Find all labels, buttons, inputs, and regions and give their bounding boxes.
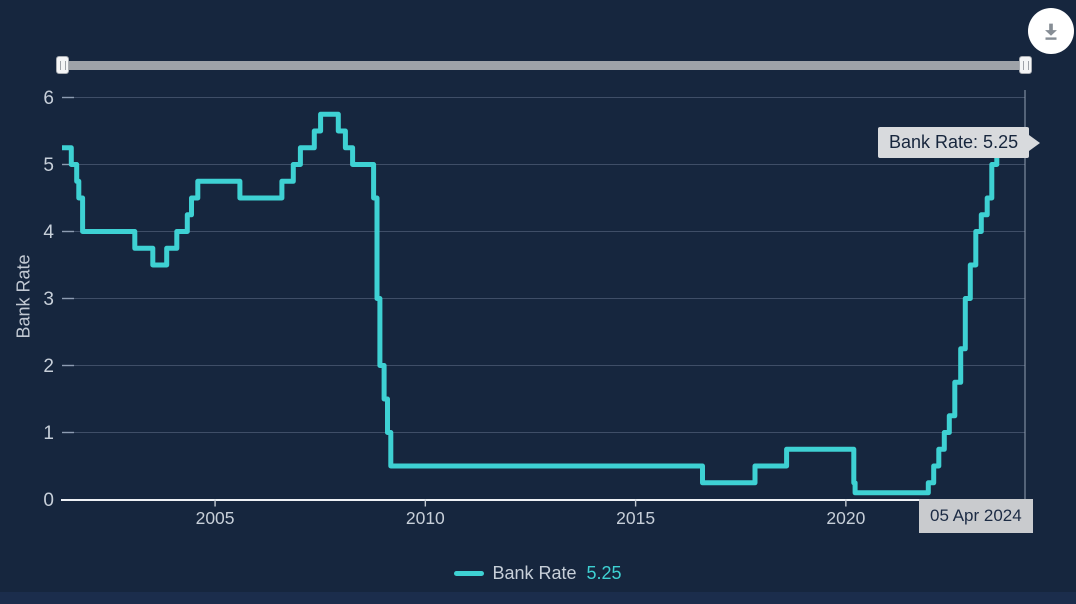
svg-text:3: 3 [43, 289, 54, 310]
download-button[interactable] [1028, 8, 1074, 54]
crosshair-date-label: 05 Apr 2024 [919, 499, 1033, 533]
slider-grip-icon [1022, 60, 1029, 70]
legend-item-bank-rate[interactable]: Bank Rate 5.25 [0, 563, 1076, 584]
y-axis-labels: 0 1 2 3 4 5 6 [43, 88, 54, 511]
svg-text:2015: 2015 [616, 508, 655, 528]
svg-text:5: 5 [43, 155, 54, 176]
svg-text:1: 1 [43, 423, 54, 444]
legend-value: 5.25 [586, 563, 622, 583]
svg-text:4: 4 [43, 222, 54, 243]
svg-text:2: 2 [43, 356, 54, 377]
bottom-bar [0, 592, 1076, 604]
svg-text:6: 6 [43, 88, 54, 109]
grid-lines [62, 96, 1025, 434]
svg-text:2005: 2005 [196, 508, 235, 528]
tooltip: Bank Rate: 5.25 [878, 127, 1030, 158]
range-slider-track[interactable] [62, 61, 1032, 70]
slider-grip-icon [59, 60, 66, 70]
series-line-bank-rate [62, 111, 1025, 496]
svg-text:0: 0 [43, 490, 54, 511]
legend-swatch-icon [454, 571, 485, 576]
y-axis-title: Bank Rate [13, 254, 34, 339]
svg-text:2020: 2020 [826, 508, 865, 528]
range-slider-handle-left[interactable] [56, 56, 69, 74]
svg-text:2010: 2010 [406, 508, 445, 528]
x-axis-labels: 2005 2010 2015 2020 [196, 499, 866, 528]
range-slider-handle-right[interactable] [1019, 56, 1032, 74]
download-icon [1040, 20, 1062, 42]
legend-label: Bank Rate [492, 563, 577, 583]
